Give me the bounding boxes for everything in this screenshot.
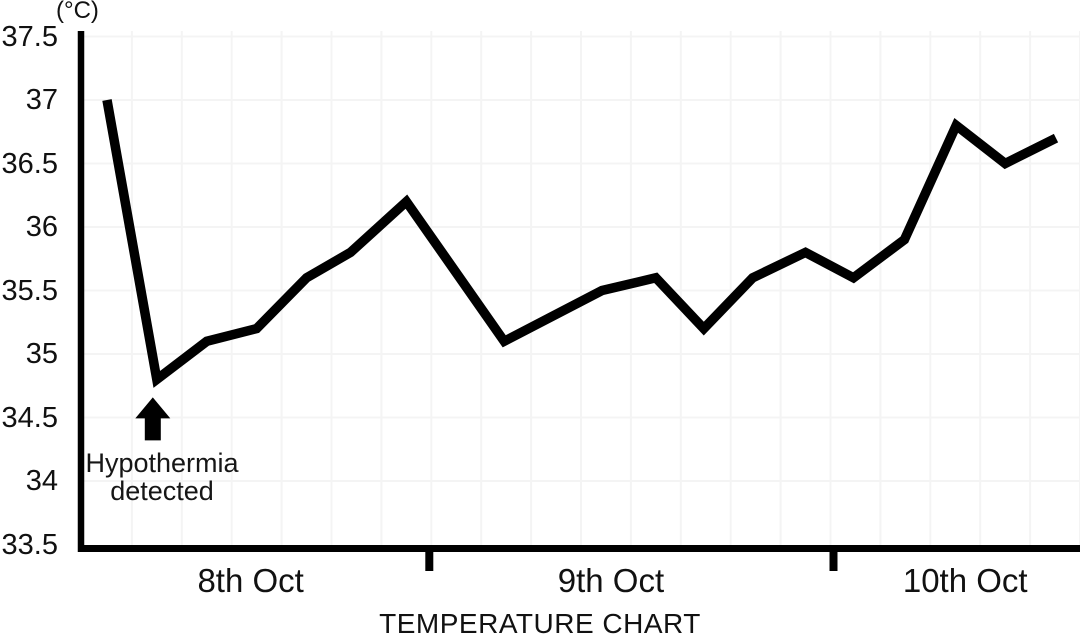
x-axis-label: 8th Oct [197,562,304,599]
y-tick-label: 37.5 [1,20,58,53]
chart-title: TEMPERATURE CHART [379,608,701,639]
y-tick-label: 34 [25,465,58,497]
up-arrow-icon [135,397,171,441]
y-tick-label: 36.5 [1,147,58,180]
x-axis-label: 10th Oct [902,562,1028,599]
y-tick-label: 35 [25,338,58,370]
hypothermia-annotation: Hypothermia detected [52,449,272,505]
y-tick-label: 34.5 [1,401,58,434]
temperature-line [102,99,1059,388]
y-tick-label: 33.5 [1,528,58,561]
annotation-line-1: Hypothermia [85,448,239,478]
y-axis-unit-label: (°C) [56,0,99,24]
y-tick-label: 36 [25,211,58,243]
y-tick-label: 37 [25,84,58,116]
annotation-line-2: detected [110,476,214,506]
x-axis-label: 9th Oct [557,562,665,599]
y-tick-label: 35.5 [1,274,58,307]
